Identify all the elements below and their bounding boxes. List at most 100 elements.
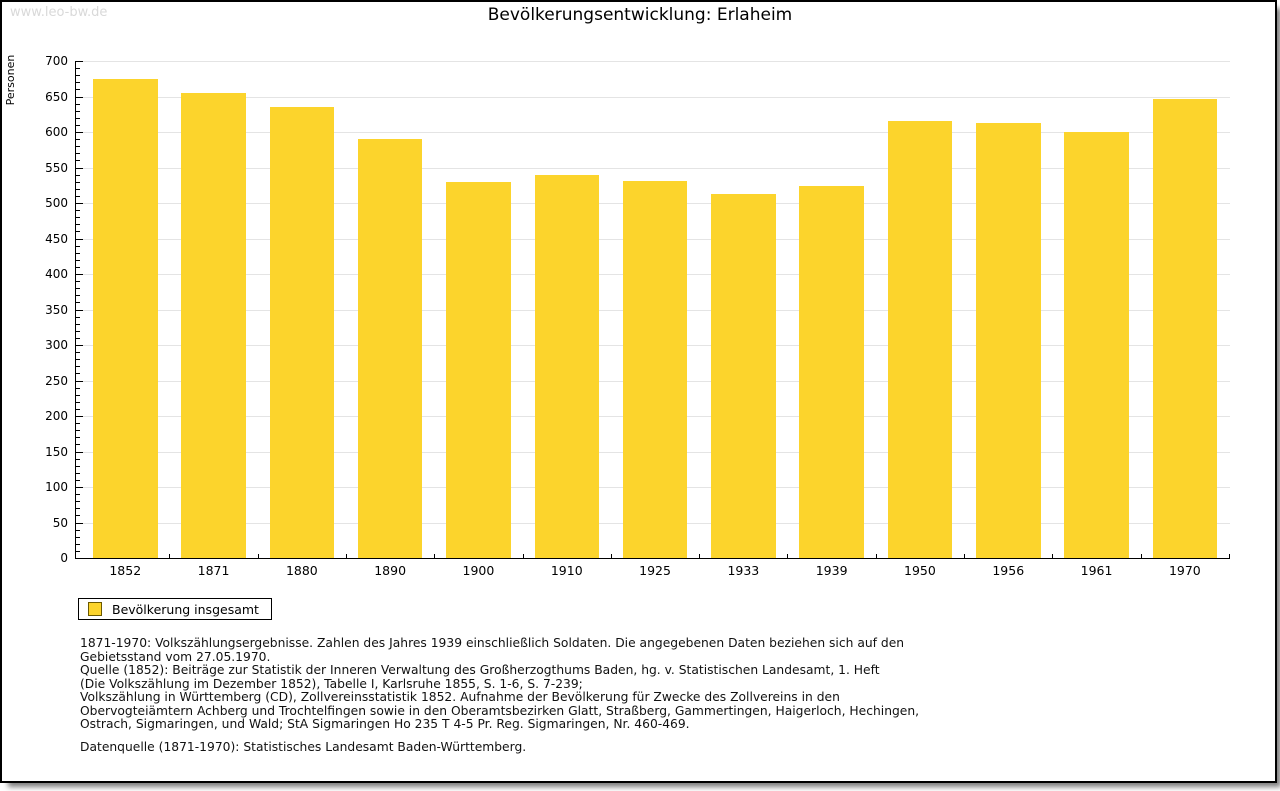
gridline [75,96,1230,98]
footnotes: 1871-1970: Volkszählungsergebnisse. Zahl… [80,636,920,732]
legend-label: Bevölkerung insgesamt [112,601,259,617]
y-tick [76,238,83,240]
y-tick [76,458,80,460]
gridline [75,132,1230,133]
y-tick [76,89,80,91]
y-tick [76,479,80,481]
y-tick [76,75,80,77]
bar-1871 [181,92,246,558]
page-title: Bevölkerungsentwicklung: Erlaheim [487,5,793,25]
y-tick [76,210,80,212]
y-tick [76,323,80,325]
y-tick-label: 550 [45,160,68,175]
bar-1880 [269,107,335,558]
y-tick [76,394,80,396]
y-tick [76,203,83,204]
y-tick [76,139,80,141]
bar-1900 [446,181,511,558]
y-tick-label: 200 [45,409,68,423]
y-tick [76,82,80,84]
y-tick [76,181,80,183]
y-tick [76,408,80,410]
y-tick [76,423,80,425]
y-tick [76,437,80,439]
watermark: www.leo-bw.de [10,5,108,20]
y-tick [76,96,83,98]
y-tick [76,373,80,375]
y-tick [76,387,80,389]
y-axis-line [75,61,76,559]
y-tick-label: 100 [45,480,68,494]
legend-swatch-icon [88,602,102,616]
footnote-line: 1871-1970: Volkszählungsergebnisse. Zahl… [80,636,905,650]
y-tick [76,224,80,226]
y-tick [76,309,83,311]
y-tick [76,252,80,254]
y-tick-label: 250 [45,373,68,388]
y-tick [76,380,83,382]
y-tick [76,302,80,304]
y-tick [76,515,80,517]
x-tick-label: 1910 [550,563,583,578]
bar-1852 [93,78,158,558]
x-tick [434,554,436,558]
x-tick-label: 1852 [109,563,142,578]
x-tick [610,554,612,558]
y-tick-label: 50 [52,515,68,530]
footnote-line: Volkszählung in Württemberg (CD), Zollve… [80,690,840,704]
x-tick-label: 1933 [727,563,760,578]
x-tick-label: 1890 [374,563,407,578]
y-tick [76,153,80,155]
y-tick [76,110,80,112]
y-tick [76,444,80,446]
y-tick [76,188,80,190]
x-tick [1140,554,1142,558]
gridline [75,167,1230,169]
y-tick-label: 150 [45,444,68,459]
x-axis-line [75,558,1230,559]
footnote-line: Quelle (1852): Beiträge zur Statistik de… [80,663,880,677]
y-tick-label: 500 [45,196,68,210]
y-tick [76,487,83,488]
y-tick-label: 600 [45,125,68,139]
footnote-line: Obervogteiämtern Achberg und Trochtelfin… [80,703,920,718]
legend: Bevölkerung insgesamt [78,598,272,620]
y-tick [76,352,80,354]
y-tick [76,536,80,538]
y-tick [76,508,80,510]
y-tick [76,124,80,126]
y-tick [76,259,80,261]
y-tick [76,274,83,275]
y-tick [76,61,83,62]
y-tick [76,281,80,283]
bar-1950 [887,121,953,558]
y-tick [76,245,80,247]
y-tick [76,451,83,453]
x-tick [169,554,171,558]
x-tick [964,554,965,558]
y-tick [76,430,80,432]
y-tick-label: 350 [45,302,68,317]
x-tick-label: 1925 [639,563,671,578]
y-tick [76,217,80,219]
y-tick [76,174,80,176]
y-tick [76,366,80,368]
y-tick [76,472,80,474]
x-tick [257,554,259,558]
x-tick [875,554,877,558]
x-tick-label: 1900 [462,563,495,578]
x-tick-label: 1961 [1080,563,1113,578]
y-tick [76,529,80,531]
bar-1890 [357,139,423,558]
y-tick [76,337,80,339]
y-tick [76,359,80,361]
y-tick [76,103,80,105]
x-tick-label: 1970 [1168,563,1201,578]
x-tick-label: 1880 [285,563,318,578]
datasource-line: Datenquelle (1871-1970): Statistisches L… [80,740,527,754]
y-tick [76,68,80,70]
footnote-line: Gebietsstand vom 27.05.1970. [80,649,271,664]
y-tick [76,522,83,524]
